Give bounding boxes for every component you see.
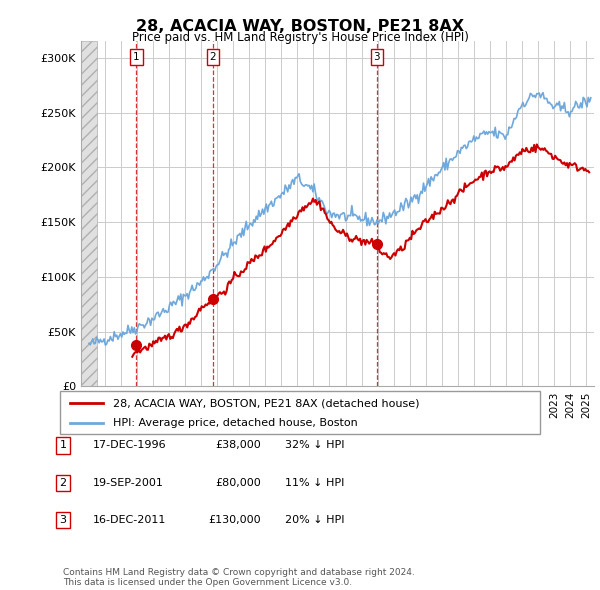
Text: Price paid vs. HM Land Registry's House Price Index (HPI): Price paid vs. HM Land Registry's House … xyxy=(131,31,469,44)
Text: 3: 3 xyxy=(59,516,67,525)
Text: 28, ACACIA WAY, BOSTON, PE21 8AX (detached house): 28, ACACIA WAY, BOSTON, PE21 8AX (detach… xyxy=(113,398,419,408)
Text: 32% ↓ HPI: 32% ↓ HPI xyxy=(285,441,344,450)
Text: 20% ↓ HPI: 20% ↓ HPI xyxy=(285,516,344,525)
Text: HPI: Average price, detached house, Boston: HPI: Average price, detached house, Bost… xyxy=(113,418,358,428)
Bar xyxy=(81,41,97,386)
Text: Contains HM Land Registry data © Crown copyright and database right 2024.
This d: Contains HM Land Registry data © Crown c… xyxy=(63,568,415,587)
Text: 17-DEC-1996: 17-DEC-1996 xyxy=(93,441,167,450)
Text: 28, ACACIA WAY, BOSTON, PE21 8AX: 28, ACACIA WAY, BOSTON, PE21 8AX xyxy=(136,19,464,34)
Text: 1: 1 xyxy=(59,441,67,450)
Text: 2: 2 xyxy=(59,478,67,487)
Text: 3: 3 xyxy=(374,52,380,62)
Text: £38,000: £38,000 xyxy=(215,441,261,450)
Text: 11% ↓ HPI: 11% ↓ HPI xyxy=(285,478,344,487)
Text: 16-DEC-2011: 16-DEC-2011 xyxy=(93,516,166,525)
Text: 1: 1 xyxy=(133,52,140,62)
Text: £80,000: £80,000 xyxy=(215,478,261,487)
Text: 19-SEP-2001: 19-SEP-2001 xyxy=(93,478,164,487)
FancyBboxPatch shape xyxy=(60,391,540,434)
Text: 2: 2 xyxy=(209,52,216,62)
Text: £130,000: £130,000 xyxy=(208,516,261,525)
